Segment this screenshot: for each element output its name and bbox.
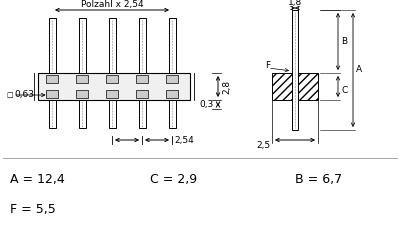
Bar — [138, 18, 146, 73]
Bar — [106, 90, 118, 98]
Text: C: C — [341, 86, 347, 95]
Text: A: A — [356, 66, 362, 74]
Bar — [166, 75, 178, 83]
Bar — [108, 100, 116, 128]
Bar — [108, 18, 116, 73]
Bar — [136, 75, 148, 83]
Bar — [168, 100, 176, 128]
Bar — [78, 100, 86, 128]
Bar — [166, 90, 178, 98]
Bar — [136, 90, 148, 98]
Bar — [292, 10, 298, 130]
Text: 2,8: 2,8 — [222, 80, 231, 94]
Text: A = 12,4: A = 12,4 — [10, 174, 65, 186]
Bar — [168, 18, 176, 73]
Text: 2,54: 2,54 — [174, 136, 194, 144]
Bar — [76, 75, 88, 83]
Text: Polzahl x 2,54: Polzahl x 2,54 — [81, 0, 143, 9]
Text: B = 6,7: B = 6,7 — [295, 174, 342, 186]
Text: F = 5,5: F = 5,5 — [10, 204, 56, 216]
Bar — [138, 100, 146, 128]
Bar — [272, 73, 318, 100]
Text: 1,8: 1,8 — [288, 0, 302, 7]
Text: 0,63: 0,63 — [14, 90, 34, 100]
Bar — [48, 18, 56, 73]
Bar — [46, 75, 58, 83]
Bar — [78, 18, 86, 73]
Text: B: B — [341, 37, 347, 46]
Bar — [38, 73, 190, 100]
Text: F: F — [266, 60, 270, 70]
Bar — [46, 90, 58, 98]
Text: 2,5: 2,5 — [256, 141, 270, 150]
Text: C = 2,9: C = 2,9 — [150, 174, 197, 186]
Bar — [76, 90, 88, 98]
Text: 0,3: 0,3 — [200, 100, 214, 109]
Text: □: □ — [6, 92, 13, 98]
Bar — [48, 100, 56, 128]
Bar — [106, 75, 118, 83]
